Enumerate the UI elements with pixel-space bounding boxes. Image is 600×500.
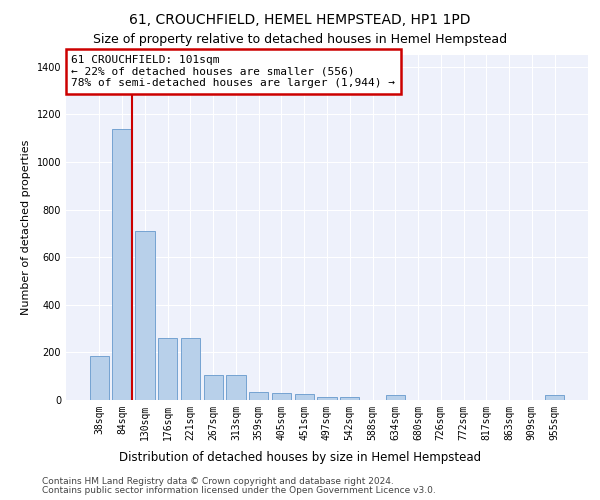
Y-axis label: Number of detached properties: Number of detached properties bbox=[21, 140, 31, 315]
Bar bbox=[317, 397, 337, 400]
Text: Contains public sector information licensed under the Open Government Licence v3: Contains public sector information licen… bbox=[42, 486, 436, 495]
Bar bbox=[226, 375, 245, 400]
Bar bbox=[249, 392, 268, 400]
Bar bbox=[112, 129, 132, 400]
Bar bbox=[90, 356, 109, 400]
Bar bbox=[158, 338, 178, 400]
Bar bbox=[386, 395, 405, 400]
Bar bbox=[203, 375, 223, 400]
Text: 61 CROUCHFIELD: 101sqm
← 22% of detached houses are smaller (556)
78% of semi-de: 61 CROUCHFIELD: 101sqm ← 22% of detached… bbox=[71, 55, 395, 88]
Bar bbox=[295, 394, 314, 400]
Text: Distribution of detached houses by size in Hemel Hempstead: Distribution of detached houses by size … bbox=[119, 451, 481, 464]
Bar bbox=[545, 395, 564, 400]
Text: 61, CROUCHFIELD, HEMEL HEMPSTEAD, HP1 1PD: 61, CROUCHFIELD, HEMEL HEMPSTEAD, HP1 1P… bbox=[129, 12, 471, 26]
Text: Size of property relative to detached houses in Hemel Hempstead: Size of property relative to detached ho… bbox=[93, 32, 507, 46]
Bar bbox=[181, 338, 200, 400]
Bar bbox=[272, 393, 291, 400]
Bar bbox=[340, 397, 359, 400]
Bar bbox=[135, 231, 155, 400]
Text: Contains HM Land Registry data © Crown copyright and database right 2024.: Contains HM Land Registry data © Crown c… bbox=[42, 477, 394, 486]
